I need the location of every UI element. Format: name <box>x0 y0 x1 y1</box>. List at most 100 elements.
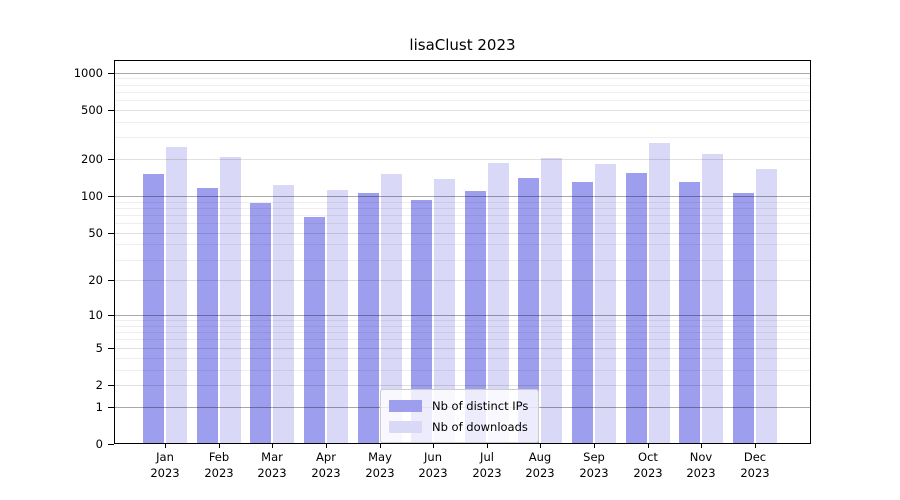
bar-downloads-jul <box>488 163 509 444</box>
legend-item-downloads: Nb of downloads <box>389 416 528 437</box>
gridline-y-50 <box>114 233 811 234</box>
x-axis-tick-label-oct: Oct 2023 <box>633 450 663 480</box>
bar-distinct-ips-mar <box>250 203 271 444</box>
bar-downloads-aug <box>541 158 562 444</box>
x-axis-tick-label-may: May 2023 <box>365 450 395 480</box>
y-axis-tick-label-50: 50 <box>88 226 103 240</box>
y-axis-tick-label-500: 500 <box>81 103 103 117</box>
bar-distinct-ips-apr <box>304 217 325 444</box>
bar-downloads-jun <box>434 179 455 444</box>
bar-distinct-ips-dec <box>733 193 754 444</box>
y-axis-tick-label-5: 5 <box>95 341 103 355</box>
gridline-y-500 <box>114 110 811 111</box>
bar-distinct-ips-jun <box>411 200 432 444</box>
x-axis-tick-dec <box>755 444 756 448</box>
y-axis-tick-2 <box>108 385 114 386</box>
bar-downloads-jan <box>166 147 187 444</box>
gridline-y-1000 <box>114 73 811 74</box>
x-axis-tick-apr <box>326 444 327 448</box>
bar-downloads-apr <box>327 190 348 444</box>
x-axis-tick-label-jul: Jul 2023 <box>472 450 502 480</box>
gridline-y-70 <box>114 215 811 216</box>
gridline-y-4 <box>114 358 811 359</box>
plot-frame <box>114 60 811 444</box>
bar-downloads-oct <box>649 143 670 444</box>
x-axis-tick-label-jan: Jan 2023 <box>150 450 180 480</box>
y-axis-tick-200 <box>108 159 114 160</box>
legend-label-distinct-ips: Nb of distinct IPs <box>432 398 529 413</box>
y-axis-tick-0 <box>108 444 114 445</box>
gridline-y-80 <box>114 208 811 209</box>
x-axis-tick-jan <box>165 444 166 448</box>
chart-title: lisaClust 2023 <box>409 36 516 54</box>
x-axis-tick-may <box>380 444 381 448</box>
gridline-y-60 <box>114 223 811 224</box>
grid-layer <box>114 60 811 444</box>
x-axis-tick-aug <box>540 444 541 448</box>
bar-downloads-mar <box>273 185 294 444</box>
gridline-y-8 <box>114 326 811 327</box>
x-axis-tick-label-feb: Feb 2023 <box>204 450 234 480</box>
y-axis-tick-1000 <box>108 73 114 74</box>
bar-distinct-ips-may <box>358 193 379 444</box>
bar-distinct-ips-jul <box>465 191 486 444</box>
y-axis-tick-500 <box>108 110 114 111</box>
bar-downloads-may <box>381 174 402 444</box>
y-axis-tick-20 <box>108 280 114 281</box>
x-axis-tick-jul <box>487 444 488 448</box>
bar-downloads-dec <box>756 169 777 444</box>
gridline-y-400 <box>114 122 811 123</box>
x-axis-tick-label-aug: Aug 2023 <box>525 450 555 480</box>
legend: Nb of distinct IPs Nb of downloads <box>380 389 540 443</box>
y-axis-tick-10 <box>108 315 114 316</box>
bar-downloads-feb <box>220 157 241 444</box>
x-axis-tick-label-apr: Apr 2023 <box>311 450 341 480</box>
x-axis-tick-label-mar: Mar 2023 <box>257 450 287 480</box>
legend-item-distinct-ips: Nb of distinct IPs <box>389 395 528 416</box>
bar-distinct-ips-sep <box>572 182 593 444</box>
gridline-y-40 <box>114 244 811 245</box>
x-axis-tick-nov <box>701 444 702 448</box>
gridline-y-9 <box>114 320 811 321</box>
y-axis-tick-label-200: 200 <box>81 152 103 166</box>
bar-distinct-ips-nov <box>679 182 700 444</box>
y-axis-tick-label-100: 100 <box>81 189 103 203</box>
plot-area <box>114 60 811 444</box>
gridline-y-200 <box>114 159 811 160</box>
x-axis-tick-label-jun: Jun 2023 <box>418 450 448 480</box>
legend-swatch-downloads-icon <box>389 420 422 433</box>
gridline-y-800 <box>114 85 811 86</box>
bar-downloads-nov <box>702 154 723 444</box>
gridline-y-7 <box>114 332 811 333</box>
gridline-y-900 <box>114 78 811 79</box>
y-axis-tick-label-2: 2 <box>95 378 103 392</box>
x-axis-tick-label-dec: Dec 2023 <box>740 450 770 480</box>
y-axis-tick-label-1: 1 <box>95 400 103 414</box>
gridline-y-100 <box>114 196 811 197</box>
y-axis-tick-label-1000: 1000 <box>73 66 103 80</box>
bar-distinct-ips-aug <box>518 178 539 444</box>
x-axis-tick-feb <box>219 444 220 448</box>
gridline-y-90 <box>114 202 811 203</box>
gridline-y-3 <box>114 370 811 371</box>
legend-swatch-distinct-ips-icon <box>389 399 422 412</box>
bars-layer <box>114 60 811 444</box>
x-axis-tick-jun <box>433 444 434 448</box>
y-axis-tick-50 <box>108 233 114 234</box>
gridline-y-5 <box>114 348 811 349</box>
gridline-y-2 <box>114 385 811 386</box>
gridline-y-600 <box>114 100 811 101</box>
x-axis-tick-label-nov: Nov 2023 <box>686 450 716 480</box>
x-axis-tick-sep <box>594 444 595 448</box>
gridline-y-20 <box>114 280 811 281</box>
gridline-y-6 <box>114 339 811 340</box>
y-axis-tick-100 <box>108 196 114 197</box>
x-axis-tick-mar <box>272 444 273 448</box>
y-axis-tick-5 <box>108 348 114 349</box>
gridline-y-300 <box>114 137 811 138</box>
x-axis-tick-oct <box>648 444 649 448</box>
y-axis-tick-label-20: 20 <box>88 273 103 287</box>
gridline-y-10 <box>114 315 811 316</box>
y-axis-tick-1 <box>108 407 114 408</box>
